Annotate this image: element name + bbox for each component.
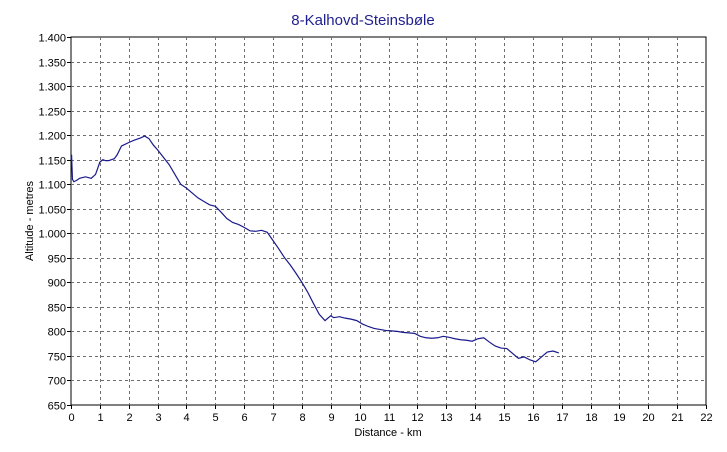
y-tick-label: 650: [48, 401, 66, 413]
chart-title: 8-Kalhovd-Steinsbøle: [291, 12, 434, 29]
plot-area: [70, 36, 707, 406]
x-tick-label: 1: [97, 412, 103, 424]
y-tick-label: 700: [48, 376, 66, 388]
x-tick-label: 14: [469, 412, 481, 424]
y-tick-label: 1.100: [38, 180, 66, 192]
x-tick-label: 5: [212, 412, 218, 424]
y-tick-labels: 650 700 750 800 850 900 950 1.000 1.050 1.100 1.15…: [38, 33, 66, 413]
x-axis-label: Distance - km: [354, 427, 421, 439]
x-tick-label: 21: [671, 412, 683, 424]
y-tick-label: 1.000: [38, 229, 66, 241]
x-tick-label: 22: [700, 412, 712, 424]
y-axis-label: Altitude - metres: [24, 180, 36, 261]
y-tick-label: 1.400: [38, 33, 66, 45]
x-tick-label: 20: [642, 412, 654, 424]
x-tick-label: 12: [411, 412, 423, 424]
grid-lines: [71, 37, 706, 405]
altitude-series-line: [70, 135, 559, 363]
x-tick-label: 2: [126, 412, 132, 424]
y-tick-label: 1.150: [38, 156, 66, 168]
x-tick-label: 18: [585, 412, 597, 424]
x-tick-label: 13: [440, 412, 452, 424]
y-tick-label: 1.350: [38, 58, 66, 70]
x-tick-label: 3: [155, 412, 161, 424]
y-tick-label: 1.250: [38, 107, 66, 119]
x-tick-label: 10: [354, 412, 366, 424]
y-tick-label: 750: [48, 352, 66, 364]
y-tick-label: 900: [48, 278, 66, 290]
y-tick-label: 950: [48, 254, 66, 266]
x-tick-label: 16: [527, 412, 539, 424]
axis-ticks: [67, 37, 707, 409]
x-tick-label: 7: [270, 412, 276, 424]
y-tick-label: 800: [48, 327, 66, 339]
y-tick-label: 1.300: [38, 82, 66, 94]
x-tick-label: 11: [384, 412, 395, 424]
y-tick-label: 850: [48, 303, 66, 315]
y-tick-label: 1.050: [38, 205, 66, 217]
x-tick-label: 0: [68, 412, 74, 424]
x-tick-label: 19: [613, 412, 625, 424]
x-tick-labels: 0 1 2 3 4 5 6 7 8 9 10 11 12 13 14 15 16 17 18 19 20 21 22: [68, 412, 712, 424]
x-tick-label: 15: [498, 412, 510, 424]
x-tick-label: 6: [241, 412, 247, 424]
x-tick-label: 4: [183, 412, 189, 424]
x-tick-label: 8: [299, 412, 305, 424]
x-tick-label: 9: [328, 412, 334, 424]
y-tick-label: 1.200: [38, 131, 66, 143]
x-tick-label: 17: [556, 412, 568, 424]
